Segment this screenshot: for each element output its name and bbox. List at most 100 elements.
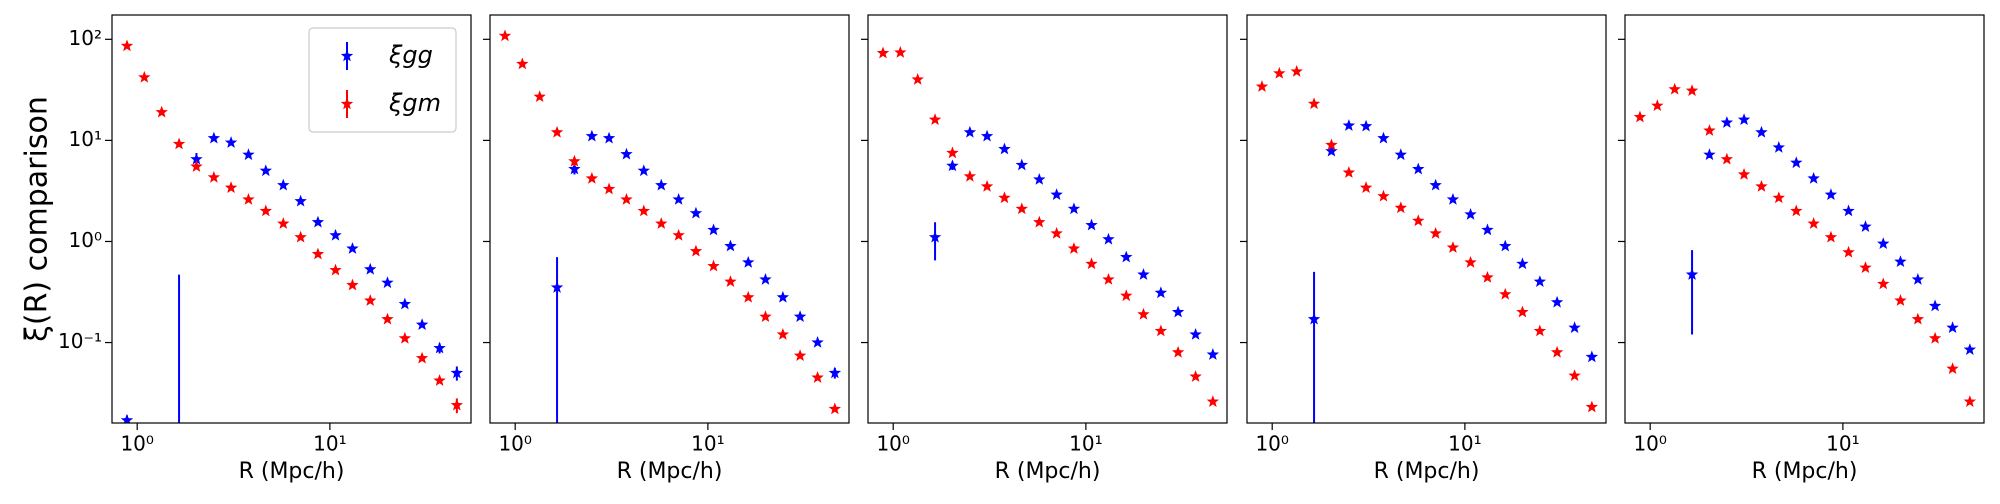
- axes-frame: [1246, 14, 1607, 424]
- marker: [876, 46, 890, 59]
- marker: [928, 230, 942, 243]
- marker: [1359, 119, 1373, 132]
- marker: [277, 217, 290, 229]
- marker: [776, 328, 790, 340]
- marker: [1499, 239, 1512, 252]
- marker: [1946, 321, 1959, 334]
- marker: [1516, 257, 1529, 270]
- marker: [620, 147, 633, 160]
- marker: [498, 29, 512, 42]
- marker: [311, 247, 325, 260]
- marker: [242, 193, 255, 205]
- marker: [1255, 80, 1269, 92]
- marker: [1585, 400, 1599, 413]
- marker: [1412, 162, 1425, 175]
- marker: [277, 178, 290, 191]
- marker: [1790, 204, 1803, 217]
- marker: [1499, 287, 1512, 300]
- marker: [672, 193, 685, 205]
- marker: [1516, 305, 1529, 318]
- marker: [707, 259, 720, 272]
- marker: [568, 162, 581, 175]
- x-axis-label: R (Mpc/h): [1752, 459, 1858, 484]
- axes-frame: [111, 14, 472, 424]
- y-axis-label: ξ(R) comparison: [20, 96, 55, 342]
- x-axis-label: R (Mpc/h): [239, 459, 345, 484]
- marker: [1720, 116, 1734, 128]
- marker: [1928, 299, 1942, 312]
- plot-area: [498, 29, 842, 423]
- marker: [550, 125, 564, 138]
- marker: [1481, 271, 1494, 283]
- marker: [1067, 202, 1081, 215]
- marker: [655, 217, 668, 229]
- marker: [1290, 65, 1303, 77]
- marker: [1703, 124, 1716, 136]
- marker: [1394, 148, 1407, 161]
- marker: [1359, 181, 1373, 194]
- marker: [1481, 223, 1494, 236]
- marker: [980, 179, 994, 192]
- marker: [190, 152, 203, 165]
- marker: [1772, 191, 1785, 204]
- marker: [1206, 395, 1220, 407]
- marker: [828, 366, 842, 379]
- marker: [1102, 232, 1115, 245]
- marker: [1120, 250, 1133, 263]
- marker: [998, 191, 1011, 204]
- marker: [980, 129, 994, 142]
- panel: 10⁰ 10¹ R (Mpc/h): [1240, 14, 1607, 484]
- marker: [190, 160, 203, 172]
- marker: [1668, 82, 1681, 95]
- marker: [224, 136, 238, 148]
- marker: [811, 336, 824, 348]
- marker: [1824, 230, 1838, 243]
- x-axis-label: R (Mpc/h): [1374, 459, 1480, 484]
- x-tick-label: 10¹: [1448, 432, 1481, 456]
- marker: [1085, 218, 1098, 231]
- marker: [120, 413, 134, 423]
- marker: [1755, 125, 1768, 138]
- marker: [398, 297, 412, 310]
- x-tick-label: 10⁰: [120, 432, 153, 456]
- marker: [602, 131, 616, 144]
- marker: [533, 90, 546, 103]
- marker: [759, 310, 772, 323]
- marker: [381, 312, 394, 325]
- plot-area: [1633, 82, 1977, 407]
- marker: [1429, 226, 1442, 239]
- marker: [329, 263, 342, 276]
- marker: [1015, 202, 1028, 215]
- marker: [1651, 99, 1664, 112]
- marker: [724, 275, 737, 287]
- marker: [1859, 261, 1872, 273]
- marker: [1085, 257, 1098, 270]
- y-tick-label: 10²: [69, 26, 102, 50]
- marker: [1911, 312, 1925, 325]
- marker: [620, 193, 633, 205]
- marker: [1807, 217, 1820, 229]
- marker: [1206, 348, 1220, 360]
- marker: [1533, 275, 1547, 287]
- axes-frame: [1624, 14, 1985, 424]
- marker: [1720, 152, 1734, 165]
- y-tick-label: 10¹: [69, 127, 102, 151]
- marker: [1446, 241, 1460, 253]
- marker: [1412, 214, 1425, 227]
- marker: [1171, 305, 1185, 318]
- marker: [1033, 215, 1046, 228]
- marker: [1807, 171, 1820, 184]
- marker: [1550, 295, 1564, 308]
- marker: [585, 171, 599, 184]
- marker: [1790, 156, 1803, 169]
- marker: [689, 244, 703, 257]
- marker: [742, 255, 755, 268]
- marker: [689, 206, 703, 219]
- marker: [1842, 245, 1855, 258]
- marker: [1585, 350, 1599, 363]
- marker: [311, 215, 325, 228]
- marker: [1928, 331, 1942, 344]
- marker: [433, 374, 446, 386]
- marker: [398, 331, 412, 344]
